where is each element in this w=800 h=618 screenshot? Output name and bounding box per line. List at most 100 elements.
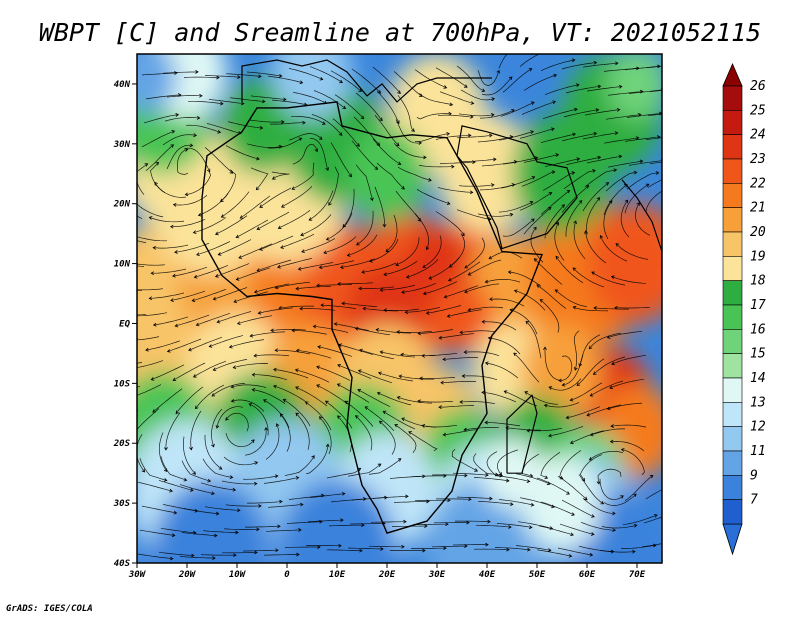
streamline-arrow (281, 204, 285, 208)
streamline (213, 287, 248, 300)
streamline-arrow (359, 548, 363, 553)
streamline (464, 351, 500, 357)
streamline-arrow (464, 289, 468, 294)
colorbar-label: 23 (750, 152, 766, 167)
streamline (536, 477, 570, 495)
streamline-arrow (525, 320, 530, 325)
streamline-arrow (355, 415, 359, 419)
streamline-arrow (588, 457, 593, 461)
streamline (582, 62, 618, 68)
streamline-arrow (174, 323, 179, 328)
streamline (561, 62, 597, 70)
streamline (359, 286, 395, 289)
streamline (153, 244, 189, 249)
streamline-arrow (442, 432, 447, 437)
colorbar-label: 22 (750, 176, 766, 191)
streamline (291, 115, 326, 125)
streamline (447, 309, 483, 317)
streamline (194, 265, 229, 278)
streamline-arrow (633, 523, 638, 528)
streamline-arrow (445, 522, 449, 527)
streamline (237, 315, 273, 325)
streamline-arrow (211, 393, 216, 397)
lon-tick-label: 20W (178, 570, 197, 580)
streamline (309, 190, 334, 221)
streamline-arrow (401, 417, 405, 422)
colorbar-segment (722, 207, 743, 233)
streamline (256, 211, 290, 230)
streamline (624, 183, 649, 214)
streamline (250, 167, 269, 190)
arabia-coastline (456, 125, 578, 250)
streamline-arrow (600, 501, 605, 505)
colorbar-label: 15 (750, 347, 766, 362)
streamline (246, 71, 282, 77)
colorbar-segment (722, 183, 743, 208)
streamline (179, 484, 215, 495)
streamline (599, 550, 635, 553)
colorbar-label: 11 (750, 444, 766, 459)
streamline-arrow (316, 384, 320, 388)
streamline (369, 238, 399, 262)
streamline-arrow (511, 109, 515, 113)
streamline (204, 147, 233, 174)
streamline (270, 122, 305, 125)
streamline-arrow (238, 255, 243, 259)
streamline (418, 165, 454, 168)
streamline (622, 514, 658, 526)
streamline-arrow (189, 488, 194, 492)
streamline-arrow (591, 271, 595, 275)
streamline-arrow (544, 475, 549, 479)
streamline-arrow (489, 133, 493, 138)
streamline-arrow (485, 473, 489, 477)
streamline (440, 381, 477, 384)
streamline-arrow (503, 390, 508, 394)
streamline (240, 195, 271, 219)
streamline-arrow (531, 218, 535, 223)
streamline (502, 218, 535, 237)
streamline (504, 390, 538, 407)
madagascar-coastline (506, 394, 538, 474)
streamline-arrow (278, 144, 283, 149)
streamline (291, 162, 315, 190)
streamline (353, 116, 380, 146)
streamline-arrow (318, 136, 323, 140)
streamline-arrow (212, 556, 216, 560)
streamline-arrow (559, 476, 564, 480)
streamline-arrow (649, 474, 654, 479)
streamline (563, 109, 599, 118)
streamline (456, 134, 492, 139)
streamline-arrow (191, 553, 195, 558)
streamline (565, 85, 601, 94)
streamline-arrow (152, 322, 157, 327)
streamline (149, 216, 185, 223)
streamline-arrow (592, 169, 596, 173)
streamline (460, 89, 495, 101)
streamline-arrow (609, 385, 613, 390)
streamline (582, 182, 609, 212)
streamline-arrow (240, 101, 245, 106)
streamline-arrow (612, 511, 616, 516)
streamline-arrow (132, 314, 135, 317)
streamline (422, 424, 458, 428)
streamline-arrow (425, 246, 430, 251)
streamline (305, 444, 329, 475)
streamline (468, 306, 504, 311)
lat-tick-label: 30N (113, 140, 131, 150)
streamline-arrow (128, 396, 131, 399)
streamline (555, 289, 588, 308)
streamline (202, 530, 239, 533)
streamline-arrow (115, 194, 118, 197)
colorbar-label: 7 (750, 493, 758, 508)
streamline (265, 423, 280, 460)
streamline-arrow (128, 288, 131, 291)
streamline-arrow (360, 115, 365, 120)
streamline (271, 99, 307, 106)
streamline (183, 76, 220, 78)
streamline-arrow (675, 511, 678, 514)
streamline-arrow (397, 161, 402, 165)
lat-tick-label: 20S (113, 439, 131, 449)
streamline (488, 337, 521, 355)
streamline-arrow (217, 252, 222, 256)
